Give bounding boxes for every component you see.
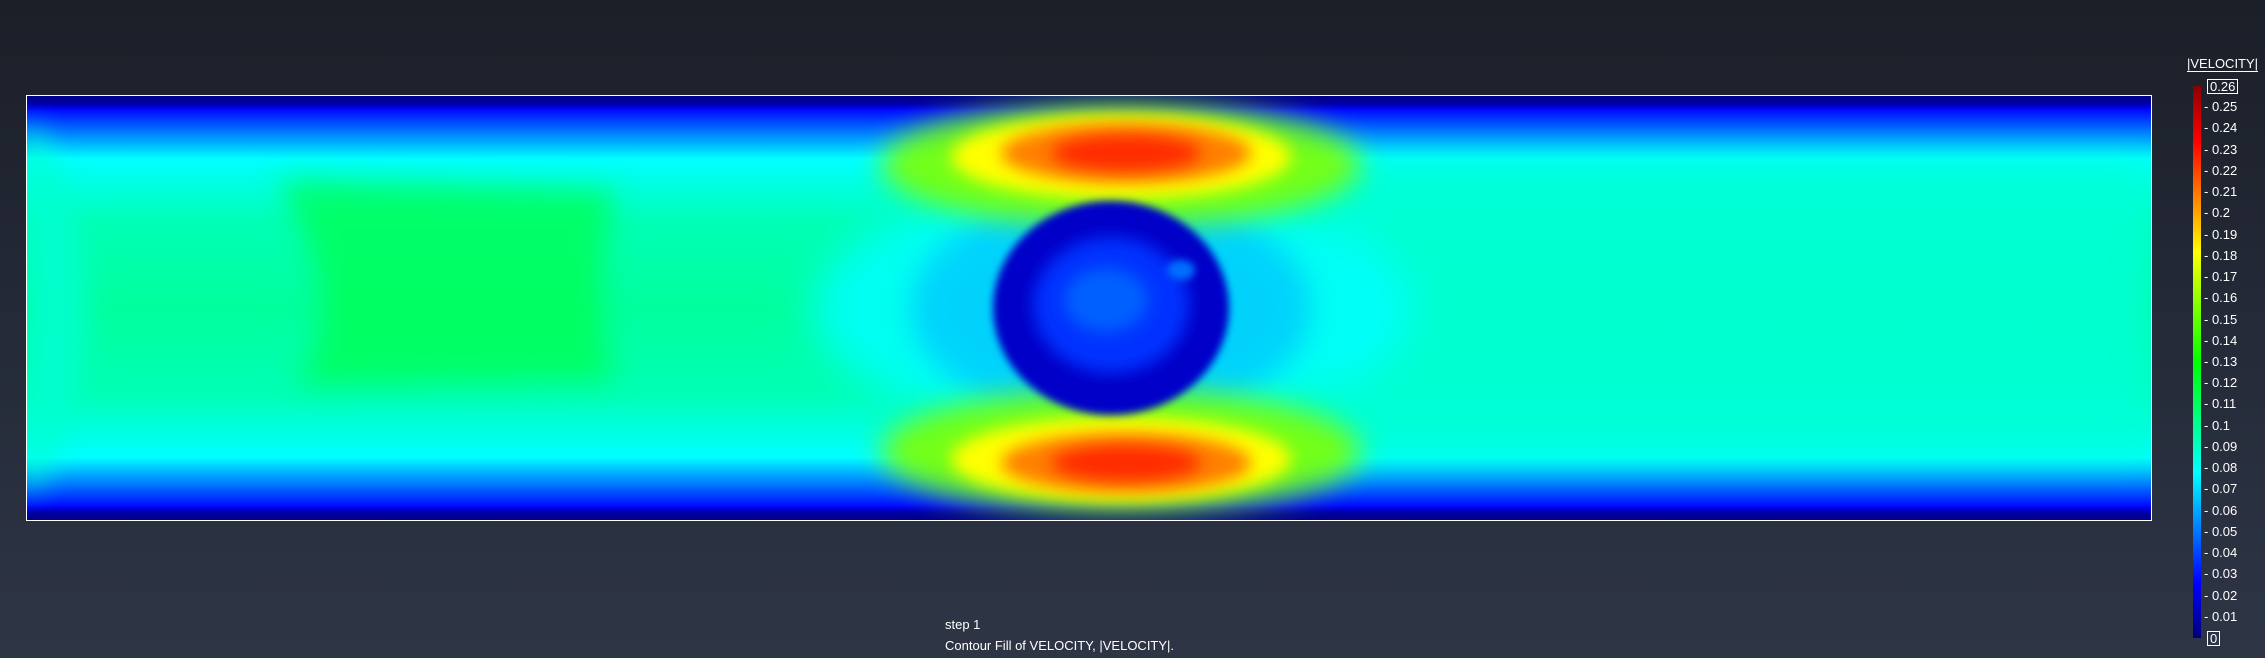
legend-tick-label: - 0.07 bbox=[2204, 481, 2238, 497]
legend-tick-label: - 0.06 bbox=[2204, 502, 2238, 518]
velocity-contour-plot[interactable] bbox=[26, 95, 2152, 521]
upper-jet bbox=[881, 103, 1361, 227]
legend-tick-label: - 0.22 bbox=[2204, 162, 2238, 178]
legend-tick-label: - 0.2 bbox=[2204, 205, 2231, 221]
legend-tick-label: - 0.23 bbox=[2204, 141, 2238, 157]
legend-tick-label: - 0.05 bbox=[2204, 523, 2238, 539]
color-legend: |VELOCITY| 0.26 - 0.25 - 0.24 - 0.23 - 0.22 -… bbox=[2180, 54, 2265, 646]
domain-border bbox=[26, 95, 2152, 521]
legend-tick-label: - 0.1 bbox=[2204, 417, 2231, 433]
inlet-region bbox=[26, 115, 86, 501]
upstream-core bbox=[276, 180, 616, 385]
top-wall-layer bbox=[26, 95, 2152, 105]
legend-tick-label: - 0.19 bbox=[2204, 226, 2238, 242]
bottom-wall-layer bbox=[26, 511, 2152, 521]
lower-jet bbox=[881, 389, 1361, 513]
caption: step 1 Contour Fill of VELOCITY, |VELOCI… bbox=[945, 614, 1174, 656]
legend-tick-label: - 0.09 bbox=[2204, 438, 2238, 454]
legend-title: |VELOCITY| bbox=[2187, 56, 2259, 72]
obstacle-core bbox=[993, 201, 1229, 415]
legend-tick-label: - 0.16 bbox=[2204, 290, 2238, 306]
legend-min-label: 0 bbox=[2207, 631, 2221, 646]
legend-tick-label: - 0.03 bbox=[2204, 566, 2238, 582]
legend-tick-label: - 0.08 bbox=[2204, 460, 2238, 476]
legend-tick-label: - 0.12 bbox=[2204, 375, 2238, 391]
legend-tick-label: - 0.18 bbox=[2204, 247, 2238, 263]
legend-tick-label: - 0.11 bbox=[2204, 396, 2237, 412]
legend-tick-label: - 0.25 bbox=[2204, 99, 2238, 115]
legend-tick-label: - 0.24 bbox=[2204, 120, 2238, 136]
downstream-region bbox=[1326, 165, 2152, 455]
legend-tick-label: - 0.17 bbox=[2204, 269, 2238, 285]
legend-tick-label: - 0.02 bbox=[2204, 587, 2238, 603]
legend-tick-label: - 0.01 bbox=[2204, 608, 2238, 624]
legend-tick-label: - 0.13 bbox=[2204, 354, 2238, 369]
legend-tick-label: - 0.21 bbox=[2204, 184, 2238, 200]
legend-tick-label: - 0.14 bbox=[2204, 332, 2238, 348]
plot-description: Contour Fill of VELOCITY, |VELOCITY|. bbox=[945, 638, 1175, 653]
legend-max-label: 0.26 bbox=[2207, 79, 2239, 94]
legend-tick-label: - 0.04 bbox=[2204, 545, 2238, 561]
step-label: step 1 bbox=[945, 617, 981, 632]
legend-colorbar bbox=[2193, 86, 2201, 638]
legend-tick-label: - 0.15 bbox=[2204, 311, 2238, 327]
